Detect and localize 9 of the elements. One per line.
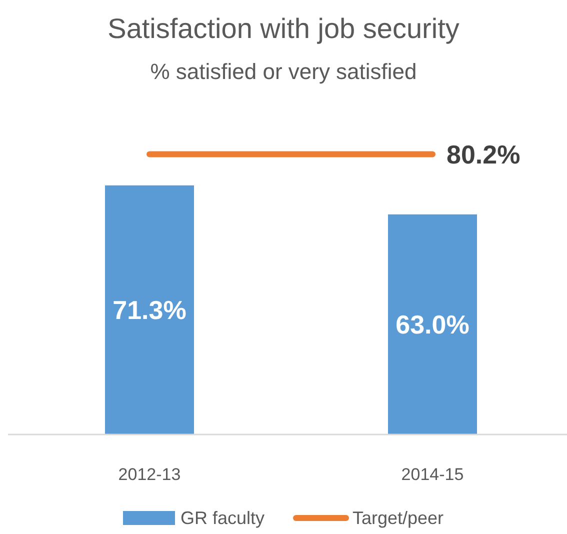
x-tick-label: 2012-13 [118,465,181,484]
legend-label: GR faculty [180,508,264,528]
chart-subtitle: % satisfied or very satisfied [149,58,418,86]
legend-label: Target/peer [352,508,444,528]
x-tick-label: 2014-15 [401,465,464,484]
chart-title: Satisfaction with job security [106,12,460,46]
data-label: 63.0% [396,310,470,340]
data-label: 71.3% [112,295,186,326]
data-label: 80.2% [446,140,520,170]
